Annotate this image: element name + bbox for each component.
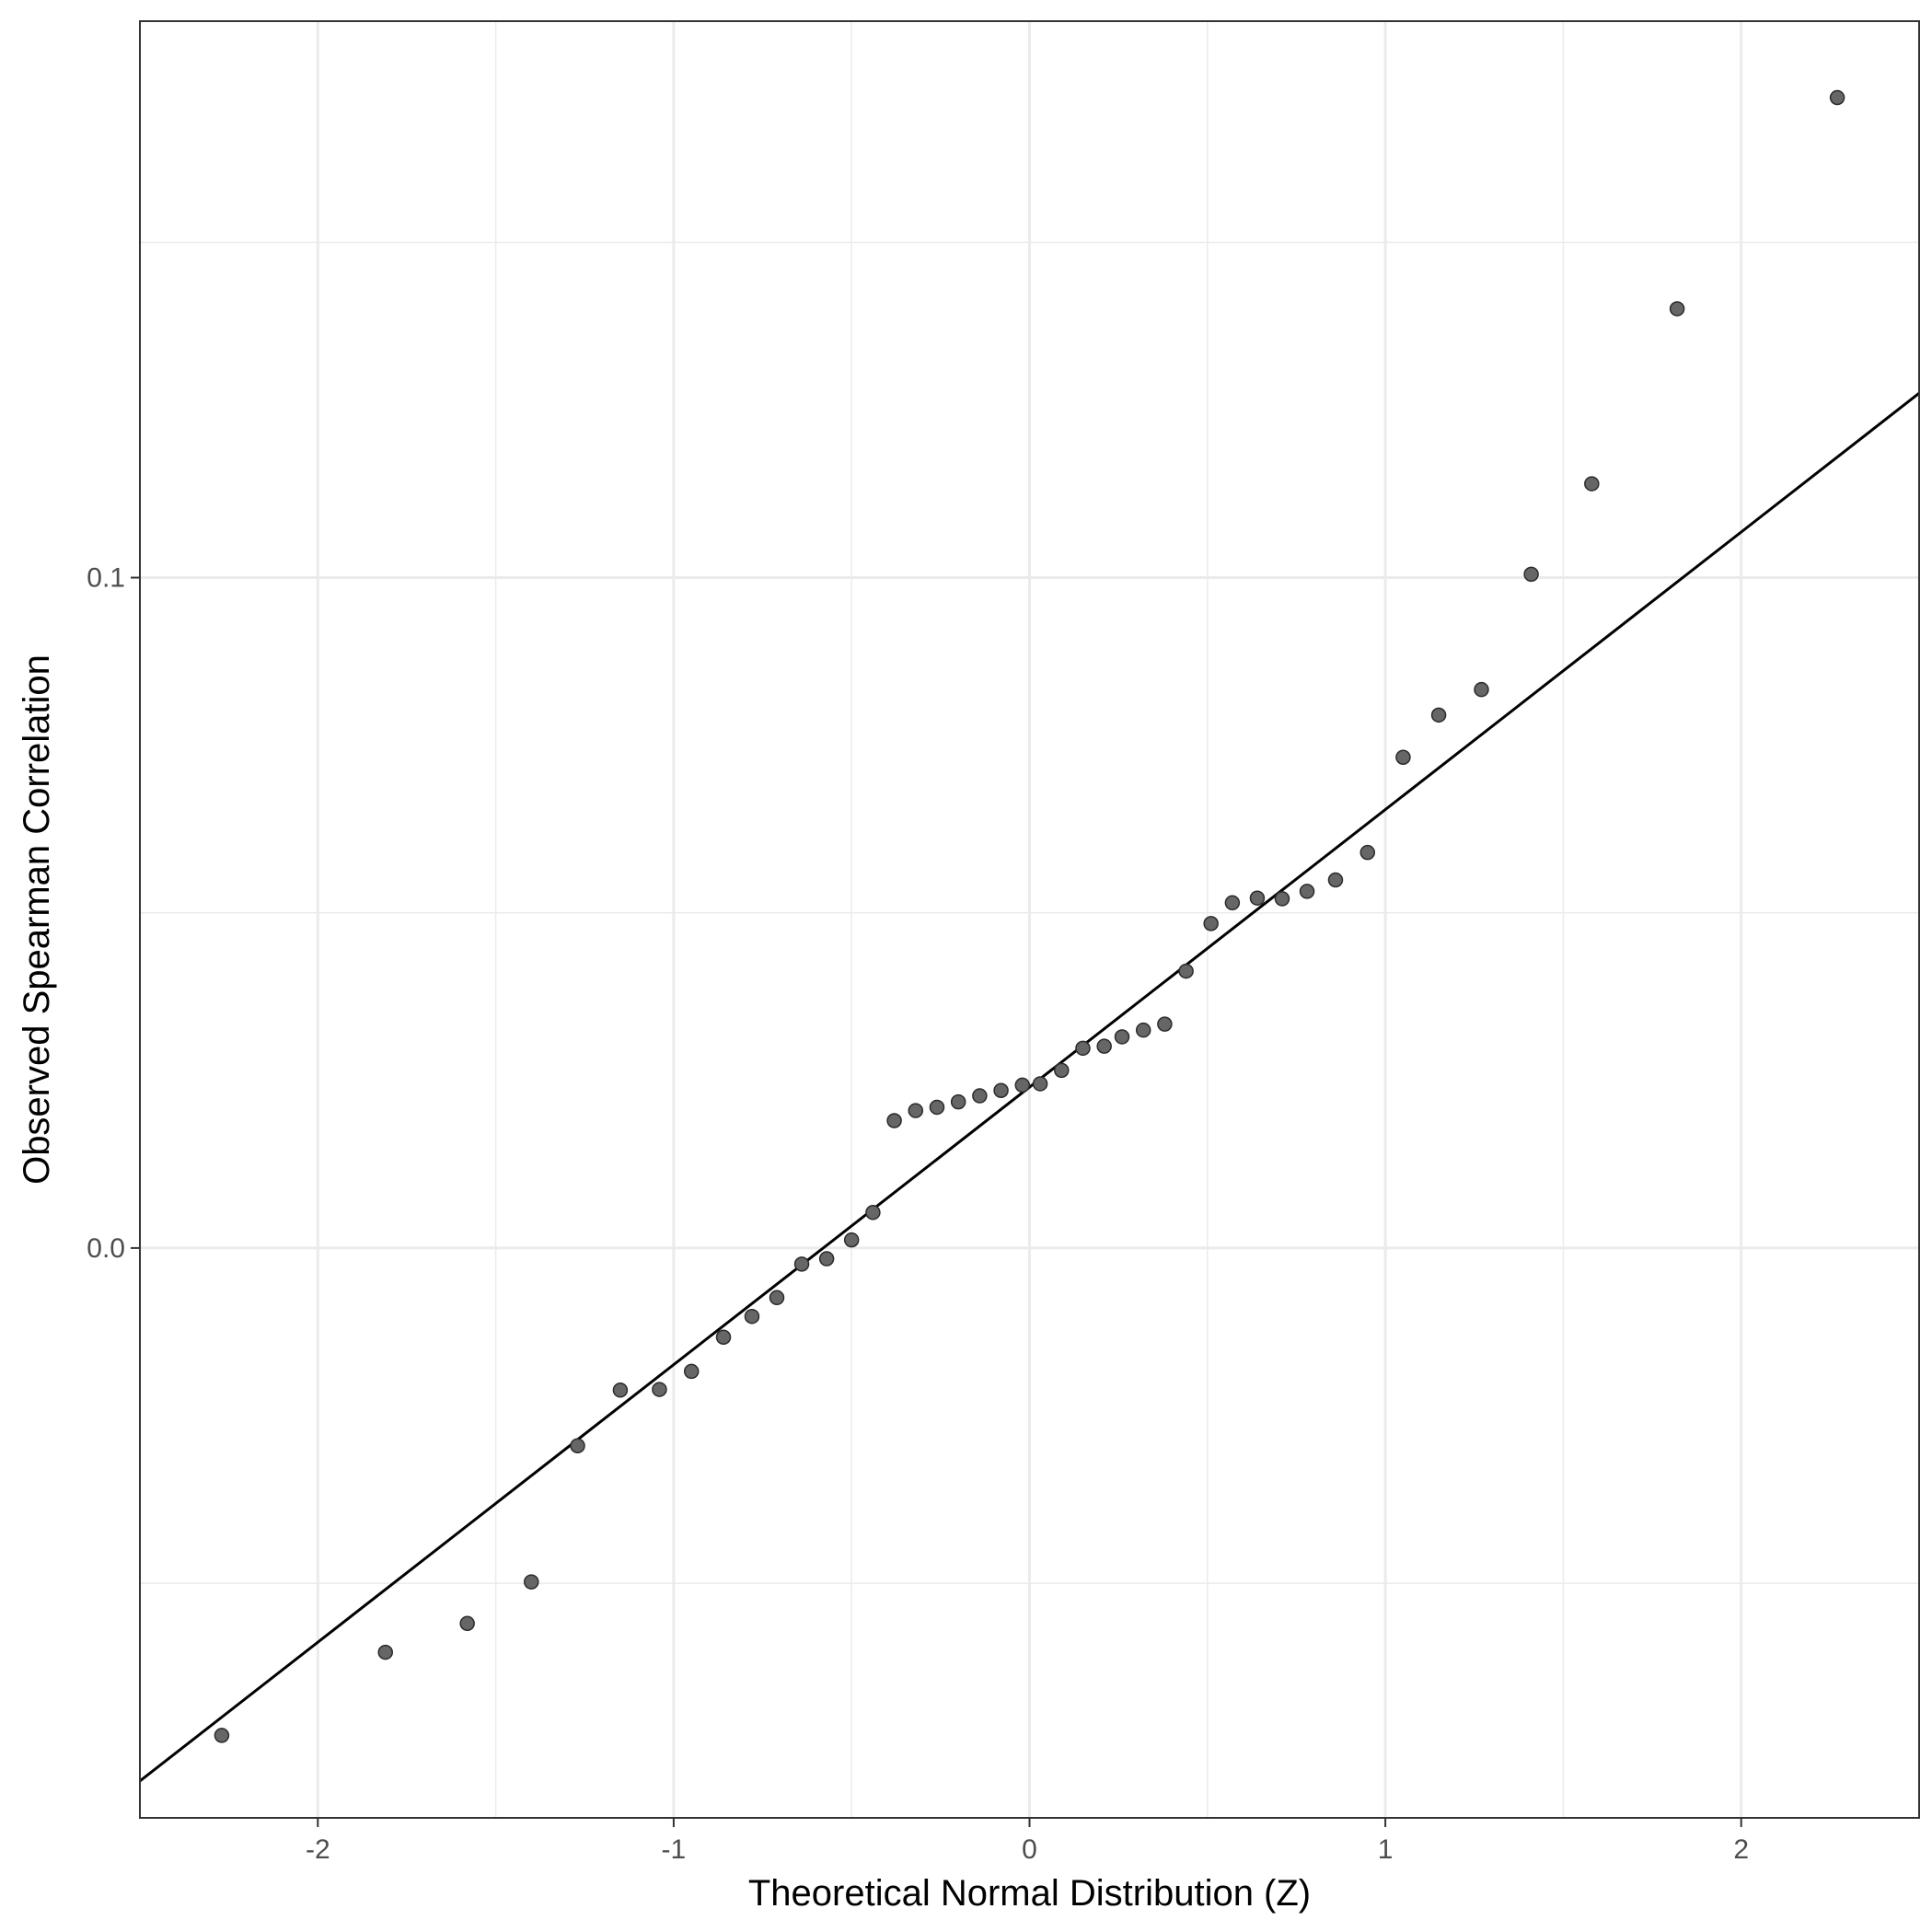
data-point [1249, 890, 1266, 906]
data-point [972, 1088, 988, 1104]
data-point [459, 1615, 475, 1632]
data-point [652, 1382, 667, 1397]
data-point [377, 1644, 394, 1660]
data-point [1014, 1077, 1031, 1093]
data-point [865, 1205, 881, 1221]
data-point [1669, 301, 1685, 317]
data-point [570, 1438, 585, 1454]
data-point [715, 1329, 732, 1346]
data-points [214, 89, 1845, 1743]
x-tick-label: -1 [662, 1834, 687, 1865]
data-point [793, 1256, 810, 1272]
x-tick-label: 2 [1733, 1834, 1749, 1865]
data-point [1096, 1038, 1112, 1054]
x-tick-label: 1 [1378, 1834, 1394, 1865]
data-point [1032, 1076, 1048, 1092]
data-point [214, 1728, 230, 1743]
data-point [769, 1290, 785, 1306]
data-point [929, 1099, 945, 1116]
data-point [1075, 1040, 1091, 1057]
data-point [1054, 1062, 1070, 1079]
data-point [1274, 891, 1290, 907]
data-point [908, 1103, 924, 1118]
data-point [683, 1363, 700, 1380]
data-point [843, 1232, 860, 1248]
x-tick-label: 0 [1022, 1834, 1037, 1865]
data-point [524, 1574, 539, 1590]
data-point [1430, 707, 1447, 723]
data-point [1584, 476, 1600, 492]
data-point [1299, 884, 1315, 899]
major-gridlines [140, 21, 1919, 1818]
x-axis: -2 -1 0 1 2 [306, 1818, 1749, 1865]
y-tick-label: 0.1 [87, 563, 125, 594]
data-point [1178, 963, 1194, 979]
data-point [1523, 566, 1539, 583]
data-point [1474, 681, 1489, 698]
data-point [1114, 1029, 1130, 1045]
y-axis: 0.0 0.1 [87, 563, 140, 1264]
data-point [1395, 749, 1411, 765]
y-tick-label: 0.0 [87, 1233, 125, 1264]
data-point [818, 1251, 835, 1267]
data-point [612, 1382, 629, 1398]
data-point [744, 1308, 760, 1325]
x-axis-title: Theoretical Normal Distribution (Z) [748, 1873, 1311, 1914]
data-point [886, 1113, 902, 1128]
y-axis-title: Observed Spearman Correlation [17, 654, 57, 1185]
data-point [993, 1082, 1009, 1098]
data-point [1359, 844, 1376, 861]
x-tick-label: -2 [306, 1834, 330, 1865]
data-point [1224, 895, 1241, 911]
data-point [1829, 89, 1845, 106]
data-point [1327, 872, 1344, 888]
data-point [1135, 1022, 1151, 1038]
data-point [1203, 916, 1219, 931]
data-point [950, 1093, 966, 1110]
data-point [1157, 1016, 1173, 1032]
